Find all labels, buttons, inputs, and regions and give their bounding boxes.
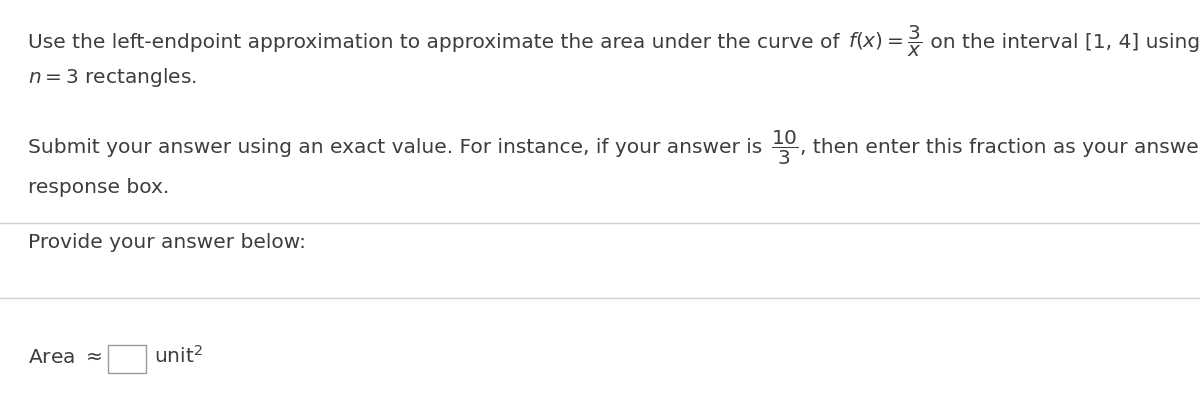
Text: on the interval [1, 4] using: on the interval [1, 4] using [924, 33, 1200, 52]
Text: Area $\approx$: Area $\approx$ [28, 348, 102, 367]
Text: unit$^{2}$: unit$^{2}$ [154, 345, 203, 367]
Text: Use the left-endpoint approximation to approximate the area under the curve of: Use the left-endpoint approximation to a… [28, 33, 846, 52]
Text: $\dfrac{10}{3}$: $\dfrac{10}{3}$ [770, 129, 798, 167]
Text: response box.: response box. [28, 178, 169, 197]
Text: $n = 3$ rectangles.: $n = 3$ rectangles. [28, 66, 197, 89]
Text: Provide your answer below:: Provide your answer below: [28, 233, 306, 252]
Text: , then enter this fraction as your answer in the: , then enter this fraction as your answe… [800, 138, 1200, 157]
Text: Submit your answer using an exact value. For instance, if your answer is: Submit your answer using an exact value.… [28, 138, 769, 157]
FancyBboxPatch shape [108, 345, 146, 373]
Text: $f(x) = \dfrac{3}{x}$: $f(x) = \dfrac{3}{x}$ [848, 24, 922, 59]
